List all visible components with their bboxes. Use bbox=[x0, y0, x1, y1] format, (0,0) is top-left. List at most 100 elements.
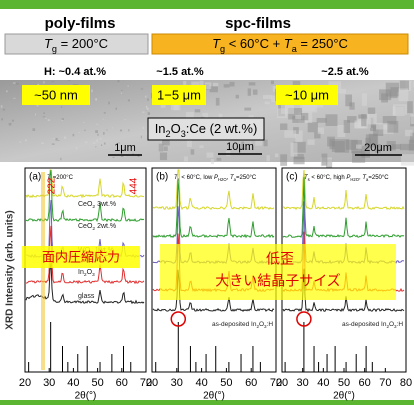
panel-tag: (b) bbox=[156, 172, 168, 183]
grain bbox=[85, 141, 87, 143]
grain bbox=[264, 140, 268, 147]
panel-condition: Ts < 60°C, low PH2O, Ta=250°C bbox=[174, 175, 257, 182]
grain bbox=[96, 139, 98, 142]
grain bbox=[393, 106, 405, 116]
grain bbox=[76, 147, 78, 149]
x-axis-label: 2θ(°) bbox=[75, 391, 97, 402]
grain bbox=[51, 81, 54, 82]
grain bbox=[53, 138, 56, 139]
grain bbox=[52, 143, 55, 144]
peak-label: 444 bbox=[129, 177, 140, 194]
grain bbox=[104, 112, 106, 113]
grain bbox=[43, 81, 44, 83]
grain bbox=[95, 130, 98, 133]
grain bbox=[45, 118, 47, 119]
grain bbox=[108, 102, 110, 105]
grain bbox=[321, 154, 327, 166]
grain bbox=[78, 132, 80, 133]
grain bbox=[9, 123, 12, 125]
grain bbox=[159, 144, 164, 152]
grain bbox=[112, 127, 113, 128]
text-part: CeO bbox=[78, 201, 93, 208]
x-tick-label: 40 bbox=[195, 377, 207, 389]
grain bbox=[142, 111, 144, 112]
text-part: In bbox=[155, 121, 166, 136]
text-part: = 200°C bbox=[57, 36, 108, 51]
text-part: CeO bbox=[78, 223, 93, 230]
grain bbox=[405, 130, 412, 136]
x-tick-label: 30 bbox=[297, 377, 309, 389]
grain bbox=[95, 146, 96, 147]
grain bbox=[263, 95, 272, 99]
text-part: glass bbox=[78, 293, 95, 300]
grain bbox=[32, 128, 35, 131]
grain bbox=[3, 109, 5, 111]
grain bbox=[61, 106, 62, 107]
grain bbox=[147, 98, 149, 100]
grain bbox=[48, 119, 50, 121]
grain bbox=[113, 157, 115, 158]
text-part: :Ce (2 wt.%) bbox=[186, 121, 258, 136]
grain bbox=[230, 82, 235, 87]
curve-label: glass bbox=[78, 293, 95, 300]
grain bbox=[6, 90, 8, 92]
grain bbox=[84, 130, 85, 131]
peak-label: 222 bbox=[47, 177, 58, 194]
grain bbox=[121, 90, 122, 91]
grain bbox=[128, 99, 130, 101]
x-tick-label: 30 bbox=[171, 377, 183, 389]
grain bbox=[356, 145, 362, 149]
grain bbox=[97, 134, 98, 136]
grain bbox=[345, 95, 352, 107]
x-axis-label: 2θ(°) bbox=[333, 391, 355, 402]
text-part: =250°C bbox=[368, 175, 389, 181]
grain bbox=[118, 80, 120, 82]
grain bbox=[99, 138, 101, 140]
grain bbox=[224, 84, 230, 87]
hydrogen: ~2.5 at.% bbox=[321, 66, 369, 78]
note: 低歪 bbox=[266, 251, 294, 267]
grain bbox=[141, 88, 143, 89]
x-axis-label: 2θ(°) bbox=[203, 391, 225, 402]
grain bbox=[174, 105, 181, 110]
figure: poly-films spc-films H: ~0.4 at.% ~1.5 a… bbox=[0, 0, 414, 405]
grain-size: ~10 μm bbox=[285, 87, 329, 102]
scale-bar-label: 10μm bbox=[226, 141, 254, 153]
y-axis-label: XRD Intensity (arb. units) bbox=[5, 210, 16, 329]
hydrogen: H: ~0.4 at.% bbox=[44, 66, 106, 78]
grain bbox=[213, 83, 218, 87]
grain bbox=[255, 140, 262, 146]
grain bbox=[277, 108, 287, 118]
grain bbox=[128, 129, 129, 131]
grain bbox=[407, 101, 413, 113]
top-band bbox=[0, 0, 414, 9]
grain bbox=[362, 93, 367, 105]
grain bbox=[335, 139, 349, 153]
grain bbox=[284, 130, 296, 138]
grain bbox=[148, 112, 150, 115]
grain bbox=[16, 83, 19, 85]
x-tick-label: 60 bbox=[359, 377, 371, 389]
grain bbox=[19, 141, 21, 142]
grain bbox=[401, 154, 414, 165]
poly-title: poly-films bbox=[45, 15, 116, 32]
grain bbox=[409, 140, 414, 151]
grain bbox=[290, 143, 297, 157]
grain bbox=[103, 119, 104, 120]
grain bbox=[329, 139, 334, 149]
grain bbox=[141, 136, 142, 139]
grain bbox=[249, 82, 256, 85]
grain bbox=[379, 89, 391, 100]
grain bbox=[387, 121, 398, 133]
panel-condition: Ts < 60°C, high PH2O, Ta=250°C bbox=[304, 175, 389, 182]
grain bbox=[184, 156, 188, 161]
x-tick-label: 70 bbox=[379, 377, 391, 389]
grain bbox=[307, 139, 314, 144]
grain bbox=[121, 92, 122, 93]
grain bbox=[91, 89, 93, 92]
hydrogen: ~1.5 at.% bbox=[156, 66, 204, 78]
x-tick-label: 20 bbox=[276, 377, 288, 389]
text-part: =250°C bbox=[236, 175, 257, 181]
text-part: 3wt.% bbox=[95, 201, 116, 208]
grain bbox=[145, 96, 147, 98]
